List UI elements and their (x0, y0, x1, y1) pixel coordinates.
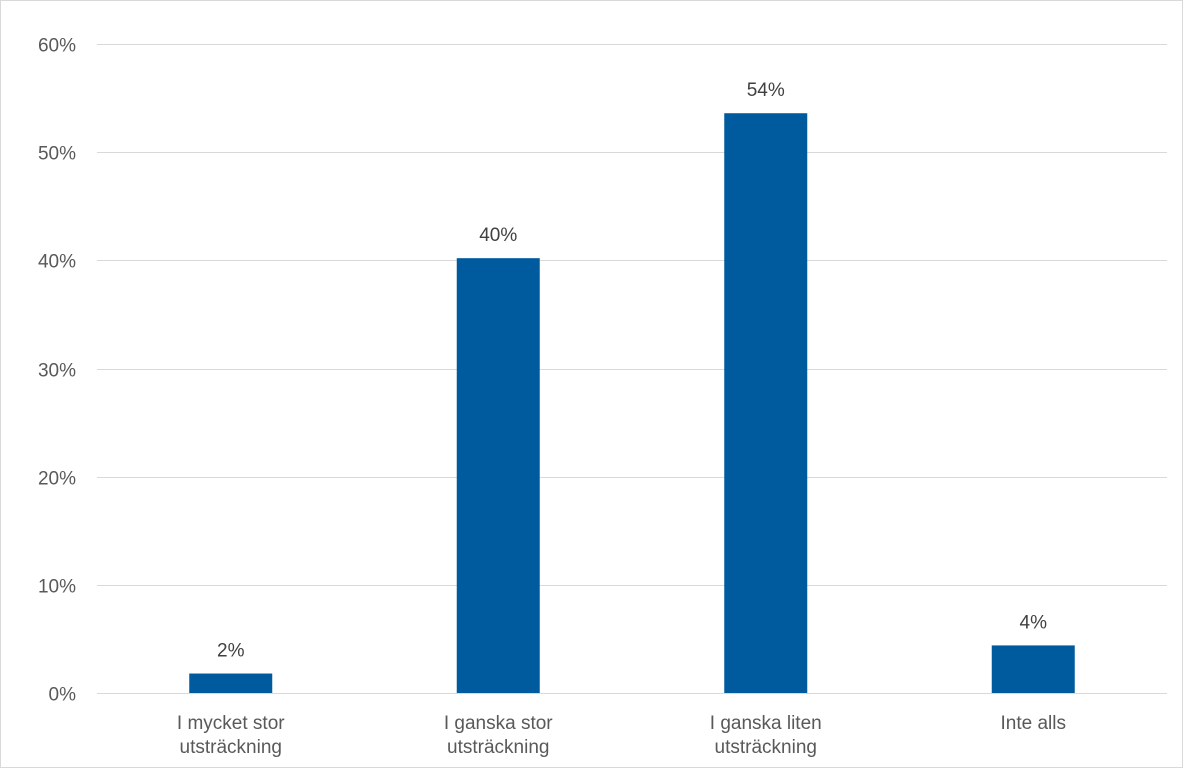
y-tick-label: 20% (38, 469, 76, 490)
bars (189, 113, 1075, 693)
bar (456, 258, 540, 693)
data-label: 54% (747, 80, 785, 101)
data-label: 4% (1020, 612, 1048, 633)
y-tick-label: 30% (38, 361, 76, 382)
data-label: 40% (479, 225, 517, 246)
gridlines (97, 44, 1167, 694)
y-tick-label: 60% (38, 36, 76, 57)
category-label: Inte alls (1001, 713, 1066, 734)
bar (189, 673, 273, 693)
x-axis-category-labels: I mycket stor utsträckning I ganska stor ut… (177, 713, 1066, 758)
data-labels: 2% 40% 54% 4% (217, 80, 1047, 661)
y-tick-label: 10% (38, 577, 76, 598)
category-label: I ganska liten utsträckning (710, 713, 822, 758)
bar (724, 113, 808, 693)
y-tick-label: 0% (49, 685, 77, 706)
bar (991, 645, 1075, 693)
category-label: I mycket stor utsträckning (177, 713, 285, 758)
y-axis-tick-labels: 0% 10% 20% 30% 40% 50% 60% (38, 36, 76, 706)
y-tick-label: 50% (38, 144, 76, 165)
data-label: 2% (217, 641, 245, 662)
category-label: I ganska stor utsträckning (444, 713, 553, 758)
y-tick-label: 40% (38, 252, 76, 273)
